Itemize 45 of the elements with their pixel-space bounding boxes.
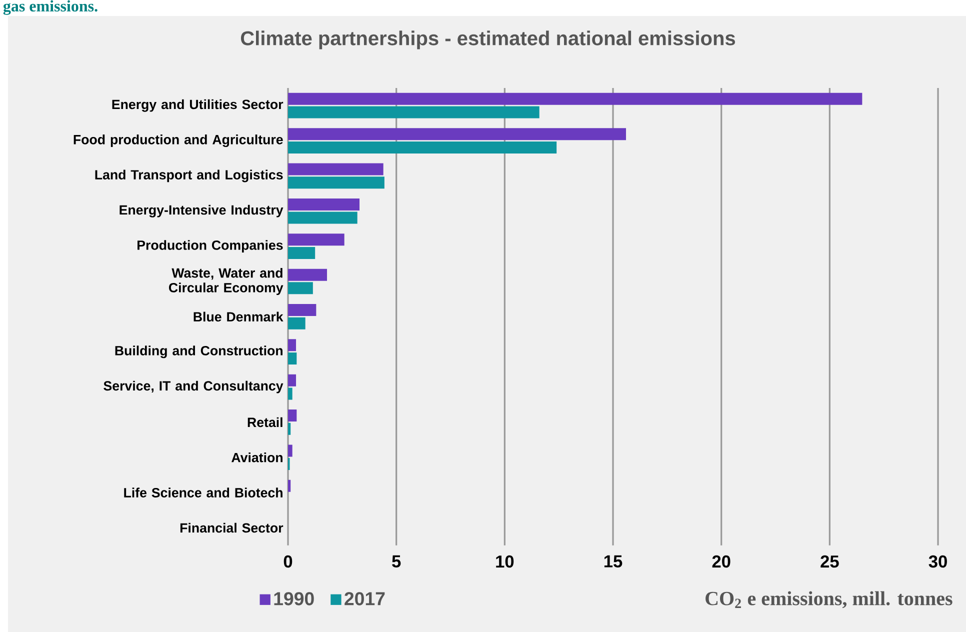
y-tick-label: Waste, Water and Circular Economy	[168, 268, 284, 296]
chart-title: Climate partnerships - estimated national emissions	[240, 30, 736, 50]
bar	[288, 304, 316, 316]
bar	[288, 444, 292, 457]
x-axis-title: CO$_{2}$ e emissions, mill. tonnes	[706, 591, 952, 608]
y-tick-label: Blue Denmark	[194, 312, 284, 322]
y-tick-label: Energy and Utilities Sector	[112, 99, 284, 112]
y-tick-label: Production Companies	[138, 240, 283, 253]
legend-label: 1990	[274, 592, 314, 606]
bar	[288, 317, 306, 330]
bar	[288, 374, 296, 386]
x-tick-label: 10	[496, 555, 514, 568]
y-tick-label: Life Science and Biotech	[124, 488, 282, 498]
bar	[288, 163, 384, 176]
y-tick-label: Land Transport and Logistics	[95, 170, 283, 182]
bar	[288, 246, 316, 259]
y-tick-label: Energy-Intensive Industry	[120, 204, 284, 218]
bar	[288, 234, 344, 246]
bar	[288, 92, 862, 105]
x-tick-label: 5	[392, 555, 401, 568]
x-tick-label: 30	[928, 555, 947, 568]
y-tick-label: Retail	[248, 417, 282, 428]
bar	[288, 176, 384, 189]
y-tick-label: Aviation	[232, 452, 282, 462]
bar	[288, 268, 328, 281]
bar	[288, 141, 557, 154]
bar	[288, 128, 626, 140]
bar	[288, 388, 292, 400]
y-tick-label: Building and Construction	[115, 346, 282, 358]
x-tick-label: 20	[712, 555, 730, 568]
legend-label: 2017	[344, 592, 385, 606]
bar	[288, 212, 358, 224]
text: gas emissions.	[3, 0, 98, 15]
y-tick-label: Service, IT and Consultancy	[104, 380, 284, 394]
bar	[288, 352, 297, 365]
y-tick-label: Food production and Agriculture	[74, 134, 283, 148]
x-tick-label: 25	[820, 555, 839, 568]
bar	[288, 410, 297, 422]
bar	[288, 282, 313, 294]
y-tick-label: Financial Sector	[180, 522, 284, 533]
x-tick-label: 15	[604, 555, 622, 568]
bar	[288, 198, 360, 210]
bar	[288, 106, 540, 118]
bar	[288, 339, 296, 352]
x-tick-label: 0	[284, 555, 292, 568]
